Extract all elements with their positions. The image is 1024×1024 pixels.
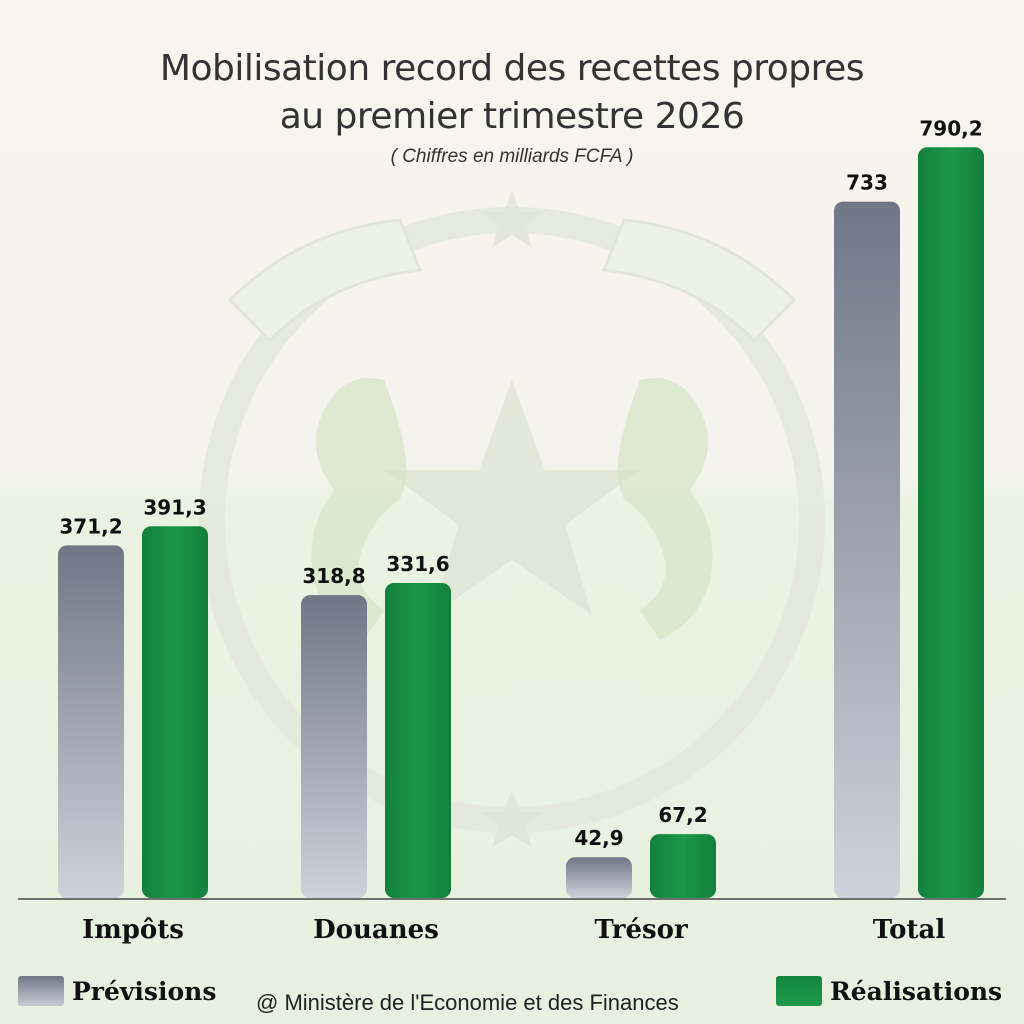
bar-realisations-impots <box>142 526 208 898</box>
bar-previsions-tresor <box>566 857 632 898</box>
chart-title-line2: au premier trimestre 2026 <box>279 96 745 137</box>
value-label-realisations-total: 790,2 <box>919 116 982 140</box>
value-label-realisations-impots: 391,3 <box>143 495 206 519</box>
legend-swatch-previsions <box>18 976 64 1006</box>
category-label-douanes: Douanes <box>313 915 439 945</box>
value-label-previsions-tresor: 42,9 <box>574 826 623 850</box>
legend-label-previsions: Prévisions <box>72 976 217 1006</box>
bar-previsions-impots <box>58 545 124 898</box>
bar-realisations-tresor <box>650 834 716 898</box>
chart-subtitle: ( Chiffres en milliards FCFA ) <box>390 146 634 167</box>
value-label-previsions-impots: 371,2 <box>59 514 122 538</box>
category-label-tresor: Trésor <box>594 915 688 945</box>
bar-previsions-douanes <box>301 595 367 898</box>
value-label-realisations-tresor: 67,2 <box>658 803 707 827</box>
legend-label-realisations: Réalisations <box>830 976 1003 1006</box>
category-label-total: Total <box>873 915 946 945</box>
chart-title-line1: Mobilisation record des recettes propres <box>159 48 865 89</box>
legend-previsions: Prévisions <box>18 976 216 1006</box>
legend-realisations: Réalisations <box>776 976 1002 1006</box>
bar-previsions-total <box>834 201 900 898</box>
footer-credit: @ Ministère de l'Economie et des Finance… <box>256 990 679 1015</box>
value-label-realisations-douanes: 331,6 <box>386 552 449 576</box>
value-label-previsions-douanes: 318,8 <box>302 564 365 588</box>
bar-realisations-total <box>918 147 984 898</box>
value-label-previsions-total: 733 <box>846 171 888 195</box>
legend-swatch-realisations <box>776 976 822 1006</box>
bar-realisations-douanes <box>385 582 451 898</box>
category-label-impots: Impôts <box>82 915 184 945</box>
